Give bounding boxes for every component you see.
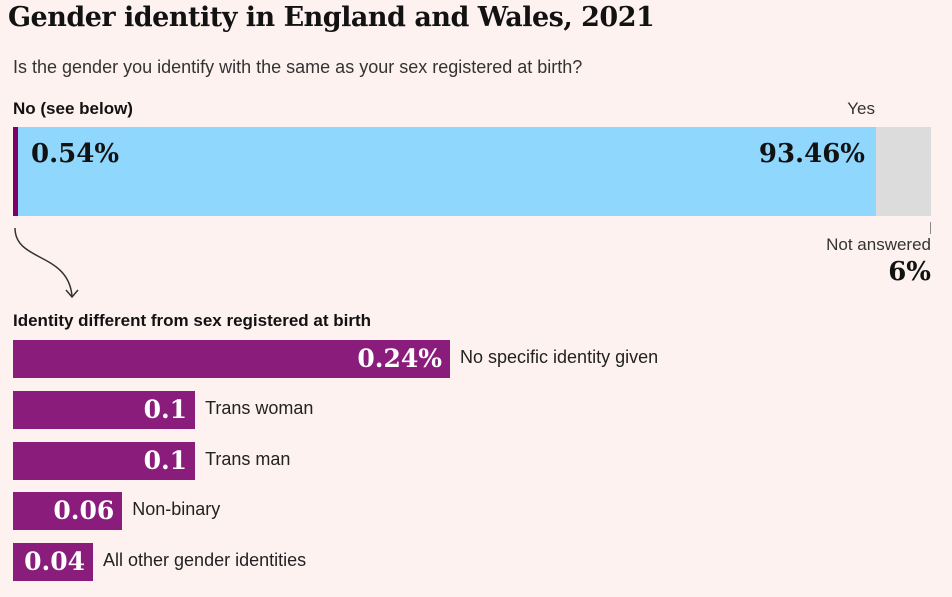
bar-segment-not-answered (875, 127, 931, 216)
bar-value-label: 0.1 (143, 395, 188, 424)
bar-value-label: 0.04 (24, 547, 85, 576)
no-value-label: 0.54% (31, 139, 120, 169)
bar-category-label: Trans man (205, 449, 291, 469)
bar-category-label: All other gender identities (103, 550, 307, 570)
not-answered-label: Not answered (826, 235, 931, 254)
chart-subtitle: Is the gender you identify with the same… (13, 57, 583, 77)
bar: 0.1 (13, 391, 196, 429)
breakdown-title: Identity different from sex registered a… (13, 311, 372, 330)
bar-segment-yes (17, 127, 876, 216)
bar-value-label: 0.24% (357, 344, 442, 373)
bar-row: 0.1 Trans man (13, 442, 913, 480)
bar-category-label: Non-binary (132, 499, 221, 519)
bar: 0.1 (13, 442, 196, 480)
bar: 0.04 (13, 543, 93, 581)
bar-category-label: Trans woman (205, 398, 314, 418)
chart-title: Gender identity in England and Wales, 20… (8, 2, 655, 33)
bar-category-label: No specific identity given (460, 347, 659, 367)
bar: 0.24% (13, 340, 450, 378)
no-label: No (see below) (13, 99, 133, 118)
yes-label: Yes (847, 99, 875, 118)
not-answered-value-label: 6% (888, 257, 931, 287)
stacked-bar (13, 127, 931, 216)
bar-value-label: 0.1 (143, 446, 188, 475)
yes-value-label: 93.46% (758, 139, 865, 169)
bar-segment-no (13, 127, 18, 216)
not-answered-tick (930, 222, 931, 234)
bar-row: 0.24% No specific identity given (13, 340, 913, 378)
bar-row: 0.1 Trans woman (13, 391, 913, 429)
bar: 0.06 (13, 492, 123, 530)
bar-row: 0.04 All other gender identities (13, 543, 913, 581)
bar-row: 0.06 Non-binary (13, 492, 913, 530)
bar-value-label: 0.06 (53, 496, 115, 525)
